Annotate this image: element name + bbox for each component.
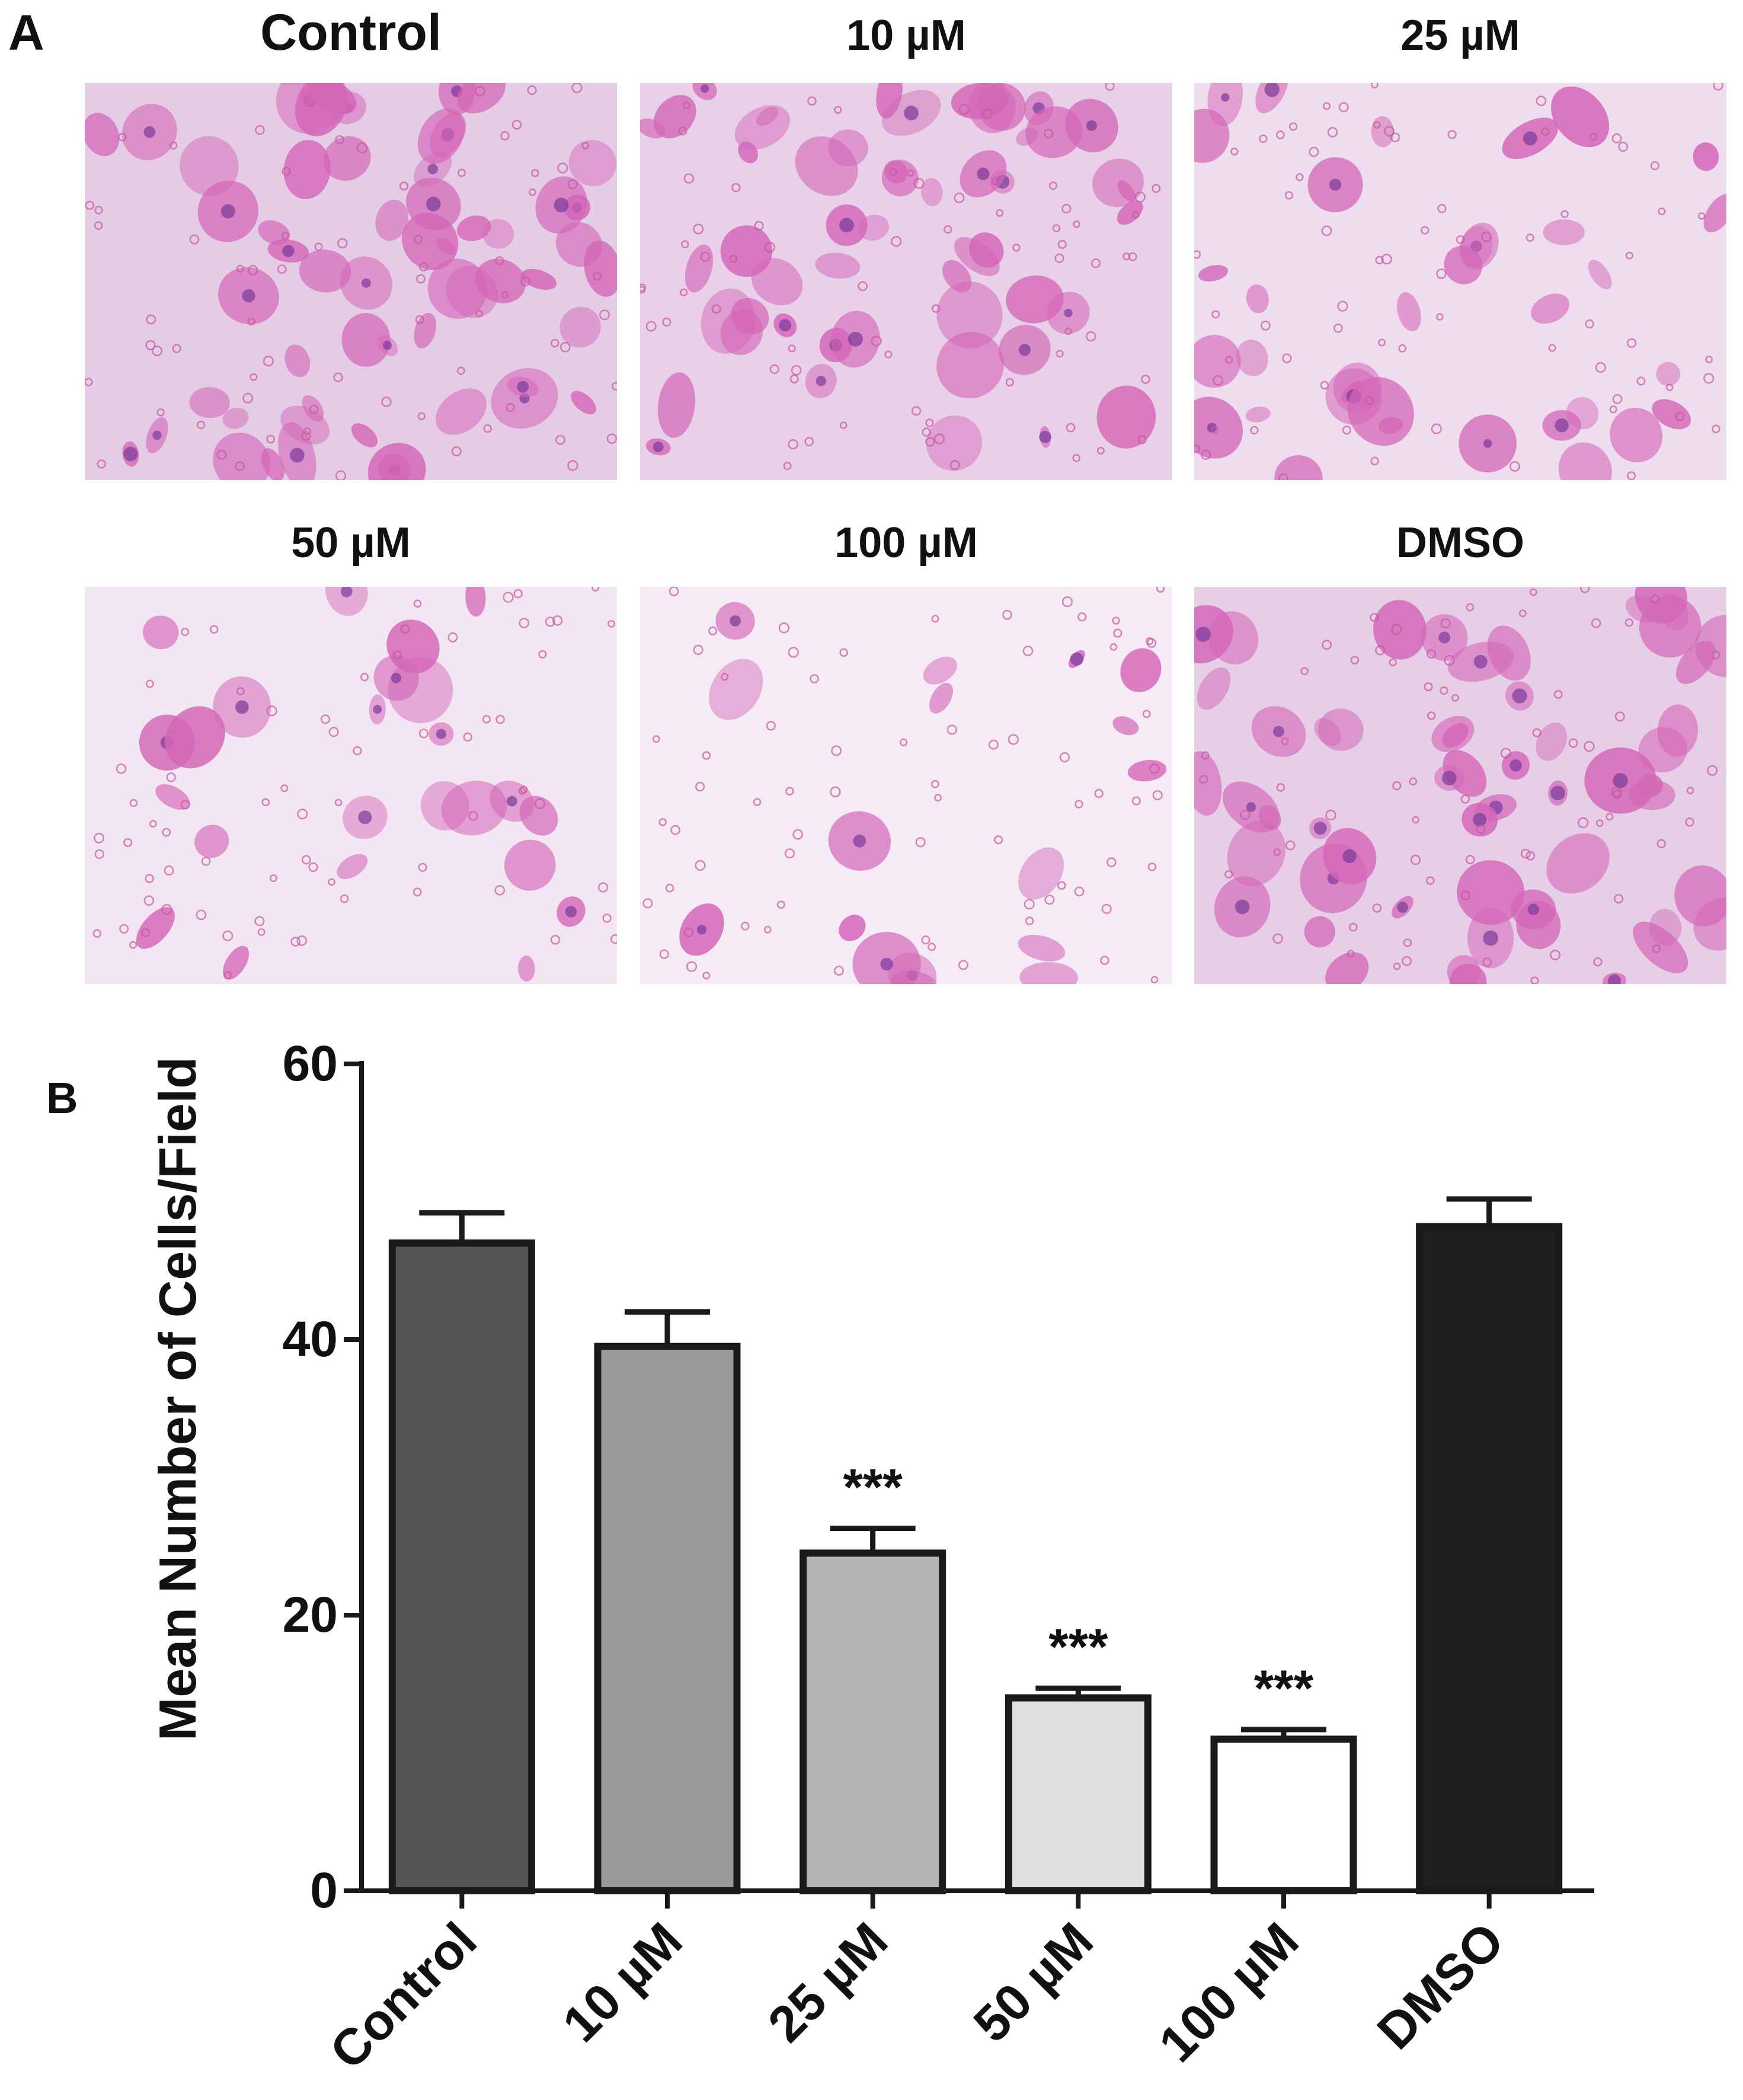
significance-label: *** [1254,1660,1314,1717]
significance-label: *** [843,1459,903,1516]
bar [1416,1223,1563,1895]
y-axis-title: Mean Number of Cells/Field [148,1057,207,1741]
panel-a-label: A [8,5,44,60]
x-tick-label: 10 µM [552,1912,693,2053]
y-tick-label: 20 [283,1587,338,1642]
y-tick-label: 40 [283,1311,338,1367]
y-tick-label: 0 [310,1862,338,1918]
bar [388,1239,535,1894]
micrograph-title: 25 µM [1400,12,1520,59]
y-tick-label: 60 [283,1035,338,1091]
panel-b-label: B [46,1073,78,1123]
x-tick-label: DMSO [1367,1912,1515,2060]
micrograph-image [640,587,1172,984]
micrograph-image [85,83,617,480]
micrograph-title: 100 µM [834,519,978,567]
micrograph-title: Control [260,4,442,61]
bar-chart: Mean Number of Cells/Field 0 20 40 60 Contro… [148,1035,1594,2080]
micrograph-title: 10 µM [846,12,966,59]
x-tick-label: Control [319,1912,488,2080]
x-tick-label: 25 µM [757,1912,898,2053]
bar [799,1549,946,1894]
micrograph-grid: Control 10 µM 25 µM 50 µM 100 µM DMSO [85,4,1726,984]
bar [1005,1694,1152,1894]
micrograph-title: DMSO [1396,519,1524,567]
micrograph-title: 50 µM [291,519,411,567]
significance-label: *** [1048,1619,1108,1676]
micrograph-image [85,587,617,984]
micrograph-image [1194,587,1726,984]
bar [1210,1735,1357,1894]
x-tick-label: 100 µM [1148,1912,1309,2073]
micrograph-image [1194,83,1726,480]
micrograph-image [640,83,1172,480]
x-tick-label: 50 µM [963,1912,1104,2053]
bar [594,1343,741,1894]
